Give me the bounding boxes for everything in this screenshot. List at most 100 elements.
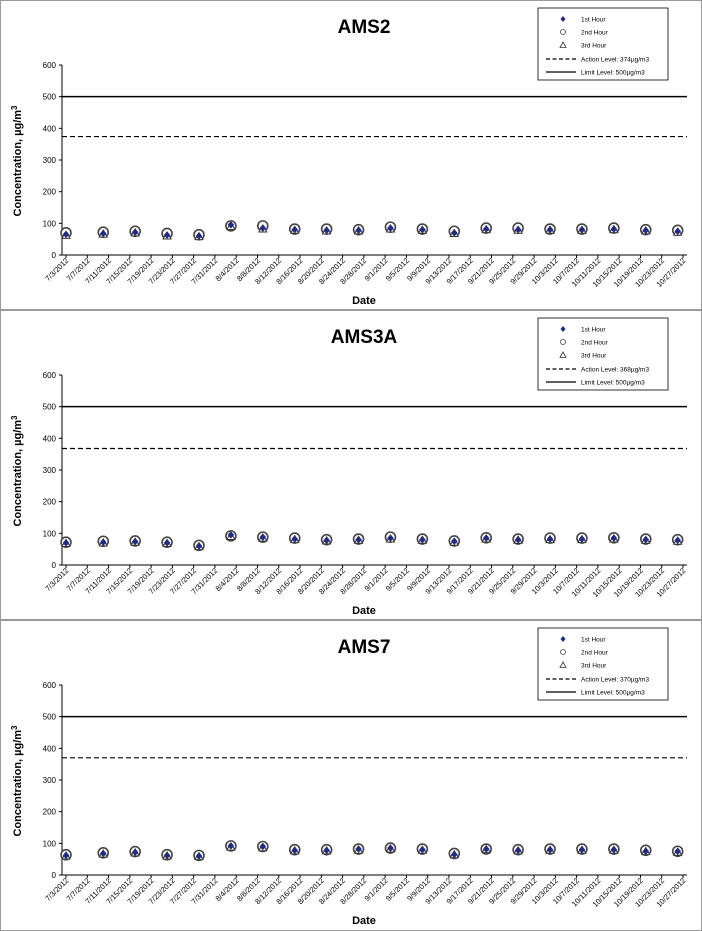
legend-1st-hour-label: 1st Hour xyxy=(581,327,606,334)
point-1st-hour xyxy=(482,534,490,542)
y-tick-label: 200 xyxy=(43,498,57,507)
point-1st-hour xyxy=(259,224,267,232)
legend-2nd-hour-label: 2nd Hour xyxy=(581,650,609,657)
point-1st-hour xyxy=(419,845,426,854)
point-1st-hour xyxy=(642,847,650,856)
point-1st-hour xyxy=(195,852,203,860)
legend-action-level-label: Action Level: 370µg/m3 xyxy=(581,677,649,684)
point-1st-hour xyxy=(291,846,299,855)
chart-panel-ams7: AMS7 0 100 200 300 400 500 600 7/3/2012 7/7/2012 7… xyxy=(0,620,702,931)
chart-title: AMS7 xyxy=(338,637,391,658)
y-tick-label: 200 xyxy=(43,808,57,817)
legend-1st-hour-label: 1st Hour xyxy=(581,637,606,644)
point-1st-hour xyxy=(291,535,299,543)
legend-3rd-hour-label: 3rd Hour xyxy=(581,353,607,360)
legend-1st-hour-marker xyxy=(560,636,566,642)
point-1st-hour xyxy=(514,225,522,234)
y-tick-label: 300 xyxy=(43,776,57,785)
point-1st-hour xyxy=(99,229,107,238)
point-1st-hour xyxy=(323,226,330,235)
point-1st-hour xyxy=(610,845,618,854)
legend-action-level-label: Action Level: 368µg/m3 xyxy=(581,367,649,374)
point-1st-hour xyxy=(450,850,458,859)
y-tick-label: 100 xyxy=(43,529,57,538)
legend-box xyxy=(537,627,669,701)
y-tick-label: 600 xyxy=(43,681,57,690)
legend-2nd-hour-label: 2nd Hour xyxy=(581,340,609,347)
point-1st-hour xyxy=(642,226,650,235)
y-axis-label: Concentration, µg/m3 xyxy=(10,415,24,527)
y-tick-label: 600 xyxy=(43,371,57,380)
point-1st-hour xyxy=(323,846,330,855)
y-tick-label: 500 xyxy=(43,713,57,722)
point-1st-hour xyxy=(291,225,299,234)
point-1st-hour xyxy=(578,845,586,854)
point-1st-hour xyxy=(163,538,171,547)
point-1st-hour xyxy=(419,225,426,234)
point-1st-hour xyxy=(514,535,522,544)
y-axis-label: Concentration, µg/m3 xyxy=(10,105,24,217)
y-axis-label: Concentration, µg/m3 xyxy=(10,725,24,837)
legend-3rd-hour-marker xyxy=(559,351,567,358)
y-tick-label: 400 xyxy=(43,744,57,753)
y-tick-label: 100 xyxy=(43,839,57,848)
y-axis-label-superscript: 3 xyxy=(10,725,19,730)
point-1st-hour xyxy=(578,225,586,234)
point-1st-hour xyxy=(99,849,107,858)
chart-ams7: AMS701002003004005006007/3/20127/7/20127… xyxy=(10,627,687,927)
point-1st-hour xyxy=(62,230,70,239)
point-1st-hour xyxy=(163,231,171,239)
point-1st-hour xyxy=(546,225,554,234)
y-axis-label-superscript: 3 xyxy=(10,105,19,110)
legend-box xyxy=(537,7,669,81)
point-1st-hour xyxy=(355,226,362,235)
chart-panel-ams2: AMS2 0 100 200 300 400 500 600 7/3/2012 7/7/2012 7… xyxy=(0,0,702,310)
point-1st-hour xyxy=(131,537,139,546)
point-1st-hour xyxy=(482,845,490,853)
point-1st-hour xyxy=(482,225,490,233)
y-tick-label: 200 xyxy=(43,188,57,197)
legend-2nd-hour-marker xyxy=(560,29,566,35)
legend-box xyxy=(537,317,669,391)
point-1st-hour xyxy=(387,224,394,232)
legend-limit-level-label: Limit Level: 500µg/m3 xyxy=(581,690,645,697)
legend-1st-hour-label: 1st Hour xyxy=(581,17,606,24)
point-1st-hour xyxy=(450,228,458,237)
y-tick-label: 0 xyxy=(52,871,57,880)
chart-title: AMS3A xyxy=(331,327,398,348)
legend-2nd-hour-marker xyxy=(560,649,566,655)
point-1st-hour xyxy=(323,536,330,545)
chart-ams2: AMS201002003004005006007/3/20127/7/20127… xyxy=(10,7,687,307)
point-1st-hour xyxy=(355,535,362,544)
y-tick-label: 100 xyxy=(43,219,57,228)
point-1st-hour xyxy=(195,232,203,240)
point-1st-hour xyxy=(227,841,235,850)
chart-title: AMS2 xyxy=(338,17,391,38)
point-1st-hour xyxy=(514,846,522,855)
legend-2nd-hour-label: 2nd Hour xyxy=(581,30,609,37)
point-1st-hour xyxy=(419,535,426,544)
point-1st-hour xyxy=(387,534,394,542)
point-1st-hour xyxy=(642,535,650,544)
y-axis-label-superscript: 3 xyxy=(10,415,19,420)
point-1st-hour xyxy=(259,842,267,851)
point-1st-hour xyxy=(387,844,394,852)
y-tick-label: 400 xyxy=(43,124,57,133)
point-1st-hour xyxy=(99,538,107,547)
legend-3rd-hour-label: 3rd Hour xyxy=(581,43,607,50)
point-1st-hour xyxy=(131,228,139,237)
point-1st-hour xyxy=(450,537,458,546)
chart-ams3a: AMS3A01002003004005006007/3/20127/7/2012… xyxy=(10,317,687,617)
legend-action-level-label: Action Level: 374µg/m3 xyxy=(581,57,649,64)
point-1st-hour xyxy=(195,542,203,550)
y-tick-label: 300 xyxy=(43,156,57,165)
legend-3rd-hour-marker xyxy=(559,41,567,48)
y-tick-label: 300 xyxy=(43,466,57,475)
legend-limit-level-label: Limit Level: 500µg/m3 xyxy=(581,70,645,77)
legend-1st-hour-marker xyxy=(560,326,566,332)
point-1st-hour xyxy=(546,845,554,854)
point-1st-hour xyxy=(163,851,171,860)
point-1st-hour xyxy=(610,534,618,542)
y-tick-label: 500 xyxy=(43,403,57,412)
y-tick-label: 0 xyxy=(52,251,57,260)
